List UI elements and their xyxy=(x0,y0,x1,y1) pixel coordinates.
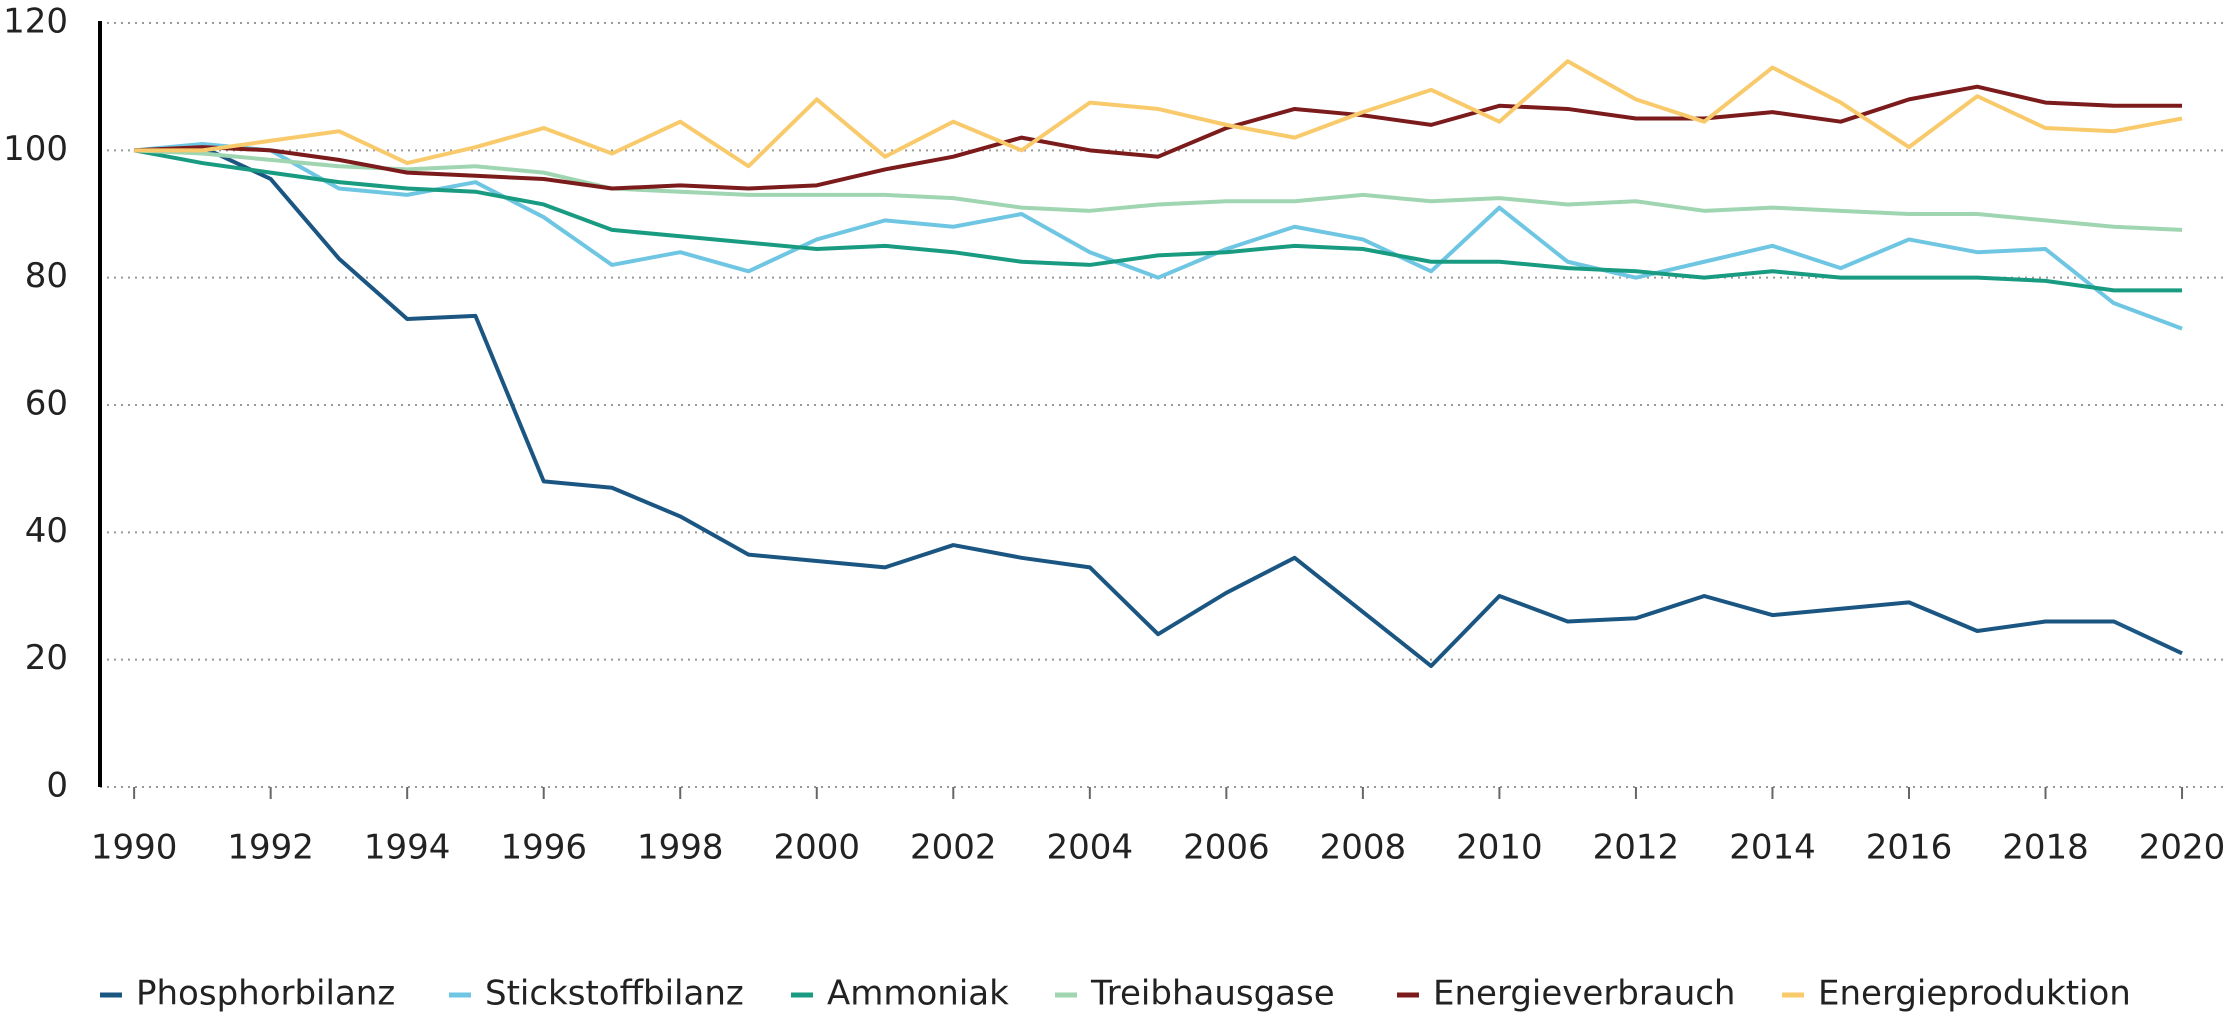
legend-label: Stickstoffbilanz xyxy=(485,974,744,1014)
x-tick-label: 2002 xyxy=(910,828,997,868)
y-tick-label: 40 xyxy=(25,511,68,551)
legend-label: Energieverbrauch xyxy=(1433,974,1735,1014)
line-series xyxy=(134,148,2183,232)
x-tick-label: 2018 xyxy=(2002,828,2089,868)
line-series xyxy=(133,141,2183,331)
y-tick-label: 20 xyxy=(25,638,68,678)
y-tick-label: 80 xyxy=(25,256,68,296)
legend-label: Energieproduktion xyxy=(1818,974,2131,1014)
x-tick-label: 2006 xyxy=(1183,828,1270,868)
x-tick-label: 2010 xyxy=(1456,828,1543,868)
line-series xyxy=(133,148,2183,293)
legend-label: Ammoniak xyxy=(827,974,1009,1014)
y-tick-label: 60 xyxy=(25,384,68,424)
x-tick-label: 2012 xyxy=(1593,828,1680,868)
x-tick-label: 1994 xyxy=(364,828,451,868)
line-series xyxy=(134,59,2183,169)
y-tick-label: 0 xyxy=(46,766,68,806)
x-tick-label: 2000 xyxy=(774,828,861,868)
x-tick-label: 1992 xyxy=(227,828,314,868)
y-tick-label: 120 xyxy=(3,2,68,42)
line-series xyxy=(134,145,2183,669)
y-tick-label: 100 xyxy=(3,129,68,169)
legend-label: Treibhausgase xyxy=(1090,974,1335,1014)
x-tick-label: 2004 xyxy=(1047,828,1134,868)
x-tick-label: 2008 xyxy=(1320,828,1407,868)
line-series xyxy=(134,84,2183,191)
legend-label: Phosphorbilanz xyxy=(136,974,395,1014)
x-tick-label: 2016 xyxy=(1866,828,1953,868)
x-tick-label: 1990 xyxy=(91,828,178,868)
x-tick-label: 2014 xyxy=(1729,828,1816,868)
x-tick-label: 2020 xyxy=(2139,828,2226,868)
x-tick-label: 1998 xyxy=(637,828,724,868)
x-tick-label: 1996 xyxy=(500,828,587,868)
